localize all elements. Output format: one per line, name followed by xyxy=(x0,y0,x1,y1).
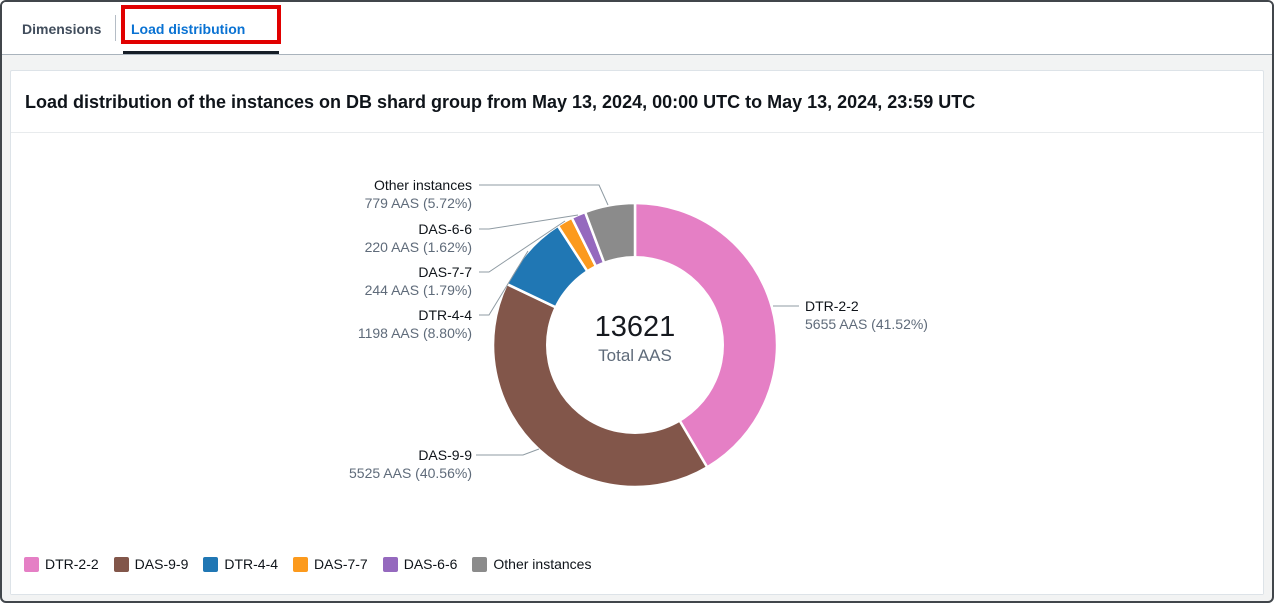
legend-item-das-6-6[interactable]: DAS-6-6 xyxy=(382,556,458,572)
callout-value: 244 AAS (1.79%) xyxy=(364,282,472,298)
callout-label: DAS-9-9 xyxy=(418,447,472,463)
legend-label: DAS-7-7 xyxy=(314,556,368,572)
tab-load-distribution[interactable]: Load distribution xyxy=(131,20,246,37)
callout-dtr-4-4: DTR-4-4 1198 AAS (8.80%) xyxy=(358,306,472,342)
callout-label: DTR-4-4 xyxy=(418,307,472,323)
callout-value: 220 AAS (1.62%) xyxy=(364,239,472,255)
tab-bar: Dimensions Load distribution xyxy=(2,2,1272,55)
donut-chart-area: 13621 Total AAS Other instances 779 AAS … xyxy=(11,133,1263,594)
legend-item-das-9-9[interactable]: DAS-9-9 xyxy=(113,556,189,572)
donut-hole xyxy=(546,256,724,434)
callout-das-9-9: DAS-9-9 5525 AAS (40.56%) xyxy=(349,446,472,482)
legend-label: Other instances xyxy=(493,556,592,572)
legend-swatch-das-7-7 xyxy=(293,556,309,572)
legend-swatch-das-9-9 xyxy=(113,556,129,572)
legend-label: DTR-2-2 xyxy=(45,556,99,572)
legend-label: DTR-4-4 xyxy=(224,556,279,572)
legend-item-dtr-4-4[interactable]: DTR-4-4 xyxy=(203,556,278,572)
donut-chart-svg xyxy=(476,184,799,489)
callout-label: DTR-2-2 xyxy=(805,298,859,314)
legend-swatch-dtr-4-4 xyxy=(203,556,219,572)
load-distribution-panel: Load distribution of the instances on DB… xyxy=(10,70,1264,595)
legend-swatch-das-6-6 xyxy=(382,556,398,572)
leader-lines-group xyxy=(476,184,799,456)
legend-label: DAS-6-6 xyxy=(403,556,458,572)
leader-line-das-6-6 xyxy=(479,214,579,230)
content-region: Load distribution of the instances on DB… xyxy=(2,55,1272,601)
legend-item-other-instances[interactable]: Other instances xyxy=(472,556,591,572)
callout-das-6-6: DAS-6-6 220 AAS (1.62%) xyxy=(365,220,472,256)
tab-dimensions[interactable]: Dimensions xyxy=(22,20,102,37)
callout-value: 5525 AAS (40.56%) xyxy=(349,465,472,481)
active-tab-underline xyxy=(123,51,279,54)
callout-dtr-2-2: DTR-2-2 5655 AAS (41.52%) xyxy=(805,297,928,333)
callout-other-instances: Other instances 779 AAS (5.72%) xyxy=(365,176,472,212)
legend-item-dtr-2-2[interactable]: DTR-2-2 xyxy=(24,556,99,572)
legend-swatch-dtr-2-2 xyxy=(24,556,39,572)
leader-line-das-7-7 xyxy=(479,220,566,273)
legend-label: DAS-9-9 xyxy=(134,556,189,572)
callout-value: 1198 AAS (8.80%) xyxy=(357,325,472,341)
panel-header: Load distribution of the instances on DB… xyxy=(11,71,1263,133)
legend-swatch-other-instances xyxy=(472,556,488,572)
callout-value: 5655 AAS (41.52%) xyxy=(805,316,928,332)
callout-label: DAS-6-6 xyxy=(418,221,472,237)
callout-label: DAS-7-7 xyxy=(418,264,472,280)
legend-item-das-7-7[interactable]: DAS-7-7 xyxy=(293,556,368,572)
tab-divider xyxy=(115,15,116,41)
donut-slices-group xyxy=(491,201,779,489)
chart-legend: DTR-2-2 DAS-9-9 DTR-4-4 DAS-7-7 xyxy=(24,556,591,572)
callout-das-7-7: DAS-7-7 244 AAS (1.79%) xyxy=(365,263,472,299)
callout-value: 779 AAS (5.72%) xyxy=(364,195,472,211)
callout-label: Other instances xyxy=(373,177,472,193)
leader-line-das-9-9 xyxy=(476,448,540,456)
leader-line-dtr-4-4 xyxy=(479,250,529,316)
leader-line-other-instances xyxy=(479,184,609,206)
panel-title: Load distribution of the instances on DB… xyxy=(25,92,976,112)
